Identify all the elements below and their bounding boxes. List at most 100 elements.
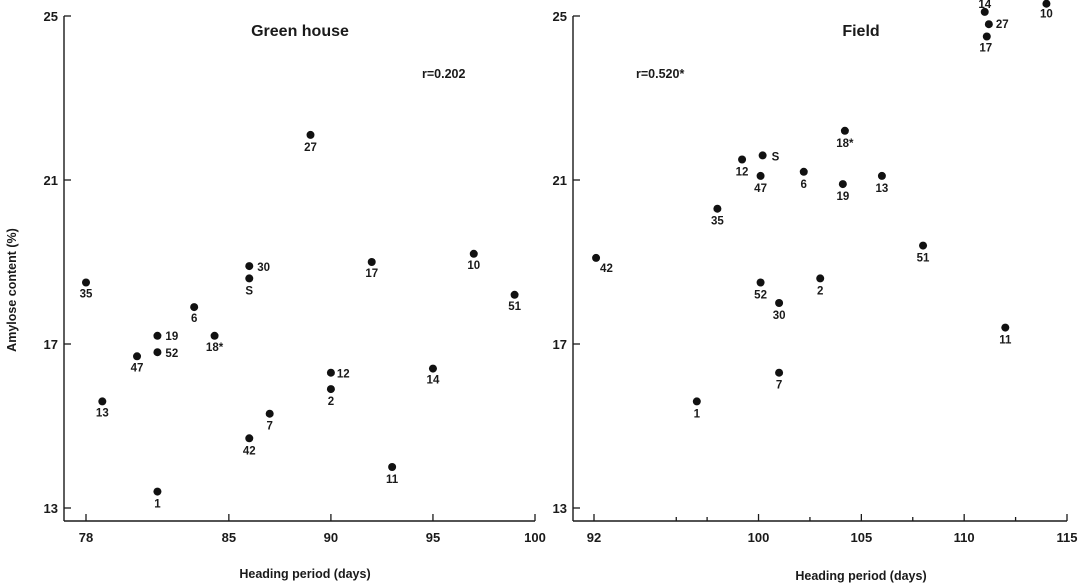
data-point-label: 6 <box>801 179 807 191</box>
x-axis-title: Heading period (days) <box>239 567 370 581</box>
data-point <box>326 368 335 377</box>
data-point <box>98 397 107 406</box>
data-point <box>592 253 601 262</box>
data-point <box>210 331 219 340</box>
data-point <box>510 290 519 299</box>
x-tick-label: 90 <box>324 530 338 545</box>
chart-title: Field <box>842 23 879 40</box>
data-point <box>1042 0 1051 8</box>
data-point-label: 1 <box>154 499 161 511</box>
data-point-label: 18* <box>836 138 854 150</box>
data-point-label: 47 <box>754 183 767 195</box>
y-tick-label: 17 <box>44 337 58 352</box>
data-point-label: S <box>772 151 780 163</box>
data-point-label: 11 <box>999 335 1012 347</box>
data-point <box>265 409 274 418</box>
data-point-label: 27 <box>304 142 317 154</box>
data-point <box>153 348 162 357</box>
data-point <box>756 171 765 180</box>
data-point-label: 7 <box>266 421 272 433</box>
x-axis-title: Heading period (days) <box>795 569 926 583</box>
data-point-label: 30 <box>773 310 786 322</box>
data-point-label: 12 <box>337 369 350 381</box>
data-point <box>775 299 784 307</box>
data-point <box>919 241 928 250</box>
data-point <box>1001 323 1010 332</box>
y-tick-label: 17 <box>553 337 567 352</box>
data-point <box>982 32 991 41</box>
data-point <box>306 130 315 139</box>
data-point-label: 42 <box>243 445 256 457</box>
data-point <box>840 126 849 135</box>
data-point <box>469 249 478 258</box>
data-point-label: 27 <box>996 19 1009 31</box>
data-point <box>326 385 335 394</box>
x-tick-label: 110 <box>954 530 975 545</box>
data-point-label: 6 <box>191 313 197 325</box>
x-tick-label: 100 <box>748 530 770 545</box>
data-point-label: 17 <box>365 268 378 280</box>
data-point-label: 47 <box>131 362 144 374</box>
data-point <box>738 155 747 164</box>
data-point <box>153 331 162 340</box>
data-point-label: 18* <box>206 342 224 354</box>
data-point-label: 7 <box>776 380 782 392</box>
data-point-label: 42 <box>600 263 613 275</box>
data-point-label: S <box>245 285 253 297</box>
points-group: 14 27 17 10 18* 12 S 6 47 13 19 35 51 42 52 2 30 11 7 1 <box>592 0 1053 420</box>
data-point <box>82 278 90 287</box>
data-point <box>153 487 162 496</box>
data-point-label: 2 <box>817 285 823 297</box>
data-point <box>758 151 767 160</box>
data-point-label: 52 <box>165 348 178 360</box>
data-point-label: 52 <box>754 290 767 302</box>
data-point-label: 1 <box>694 408 701 420</box>
x-tick-label: 115 <box>1057 530 1078 545</box>
chart-field: Field r=0.520* Heading period (days) 92 1… <box>553 0 1078 583</box>
data-point-label: 30 <box>257 262 270 274</box>
x-tick-label: 92 <box>587 530 601 545</box>
data-point <box>245 434 254 443</box>
y-tick-label: 25 <box>553 9 567 24</box>
x-tick-label: 95 <box>426 530 440 545</box>
data-point <box>838 180 847 189</box>
points-group: 35 13 47 19 52 1 6 18* 30 S 42 7 27 12 2 17 11 14 10 51 <box>80 130 522 511</box>
data-point <box>799 167 808 176</box>
data-point-label: 35 <box>80 289 93 301</box>
y-tick-label: 21 <box>44 173 58 188</box>
data-point <box>133 352 142 361</box>
data-point-label: 13 <box>96 407 109 419</box>
data-point-label: 14 <box>978 0 991 11</box>
data-point <box>775 368 784 377</box>
data-point-label: 19 <box>836 191 849 203</box>
x-tick-label: 100 <box>524 530 546 545</box>
y-tick-label: 13 <box>553 501 567 516</box>
correlation-annotation: r=0.520* <box>636 67 684 81</box>
data-point-label: 2 <box>328 396 334 408</box>
data-point <box>428 364 437 373</box>
data-point <box>388 463 397 471</box>
data-point-label: 14 <box>427 375 440 387</box>
data-point <box>245 262 254 271</box>
x-tick-label: 85 <box>222 530 236 545</box>
data-point <box>713 204 722 213</box>
data-point <box>984 20 993 29</box>
chart-greenhouse: Green house r=0.202 Heading period (days… <box>5 9 546 581</box>
data-point-label: 19 <box>165 331 178 343</box>
x-tick-label: 78 <box>79 530 93 545</box>
data-point <box>190 303 199 312</box>
data-point-label: 13 <box>876 183 889 195</box>
y-tick-label: 13 <box>44 501 58 516</box>
data-point <box>816 274 825 283</box>
data-point-label: 10 <box>1040 9 1053 21</box>
data-point-label: 35 <box>711 216 724 228</box>
data-point <box>877 171 886 180</box>
data-point-label: 17 <box>979 43 992 55</box>
y-tick-label: 25 <box>44 9 58 24</box>
data-point-label: 12 <box>736 167 749 179</box>
data-point <box>756 278 765 287</box>
chart-title: Green house <box>251 23 349 40</box>
